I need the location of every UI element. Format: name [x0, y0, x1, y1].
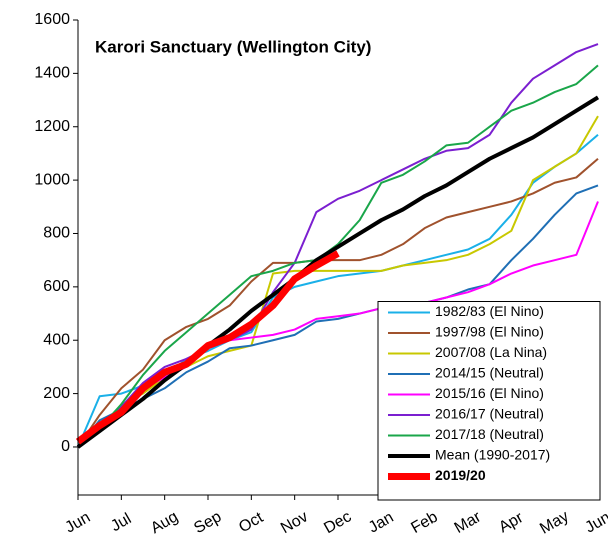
series-line [77, 43, 599, 448]
y-tick-label: 800 [43, 225, 70, 242]
x-tick-label: Jun [62, 509, 93, 537]
x-tick-label: Oct [236, 509, 267, 536]
y-tick-label: 1200 [34, 118, 70, 135]
series-line [75, 250, 340, 445]
legend-box [377, 301, 601, 501]
legend-label: 1997/98 (El Nino) [435, 324, 544, 340]
legend-label: 2016/17 (Neutral) [435, 406, 544, 422]
x-tick-label: Feb [408, 508, 440, 537]
legend-label: Mean (1990-2017) [435, 447, 550, 463]
legend-label: 2014/15 (Neutral) [435, 365, 544, 381]
x-tick-label: Apr [496, 509, 527, 537]
y-tick-label: 1400 [34, 65, 70, 82]
y-tick-label: 0 [61, 438, 70, 455]
plot-area [75, 43, 600, 449]
series-line [77, 184, 599, 448]
x-tick-label: Jul [108, 510, 134, 535]
x-tick-label: Mar [452, 508, 485, 537]
x-tick-label: Aug [148, 508, 181, 537]
x-tick-label: Jan [366, 509, 397, 537]
series-line [77, 158, 599, 448]
legend-label: 2017/18 (Neutral) [435, 426, 544, 442]
legend-label: 2019/20 [435, 467, 486, 483]
y-tick-label: 600 [43, 278, 70, 295]
series-line [77, 64, 599, 448]
legend-label: 2007/08 (La Nina) [435, 344, 547, 360]
x-tick-label: May [537, 508, 572, 538]
series-line [76, 95, 600, 449]
x-tick-label: Dec [321, 508, 354, 537]
y-tick-label: 1600 [34, 11, 70, 28]
x-tick-label: Sep [191, 508, 224, 537]
legend: 1982/83 (El Nino) 1997/98 (El Nino) 2007/0… [377, 301, 601, 501]
legend-label: 1982/83 (El Nino) [435, 303, 544, 319]
x-tick-label: Jun [582, 509, 608, 537]
y-tick-label: 400 [43, 331, 70, 348]
x-tick-label: Nov [278, 508, 311, 537]
y-tick-label: 200 [43, 385, 70, 402]
chart-title: Karori Sanctuary (Wellington City) [95, 37, 371, 56]
legend-label: 2015/16 (El Nino) [435, 385, 544, 401]
series-line [77, 201, 599, 448]
y-tick-label: 1000 [34, 171, 70, 188]
